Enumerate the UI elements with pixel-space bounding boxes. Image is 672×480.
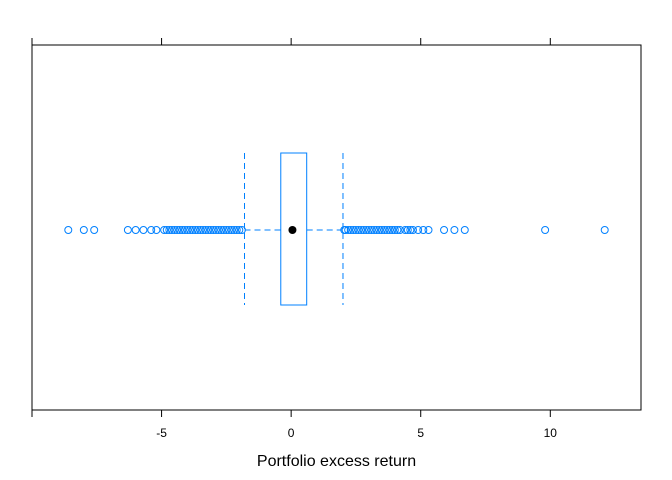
- outlier-point: [64, 226, 73, 234]
- x-axis-title: Portfolio excess return: [257, 453, 416, 470]
- outlier-point: [204, 226, 213, 234]
- outlier-point: [362, 226, 371, 234]
- box-group: [244, 152, 344, 306]
- outlier-point: [209, 226, 218, 234]
- median-dot: [288, 226, 297, 234]
- outlier-points: [64, 226, 609, 234]
- outlier-point: [214, 226, 223, 234]
- x-tick-label: 10: [544, 426, 558, 440]
- outlier-point: [183, 226, 192, 234]
- outlier-point: [351, 226, 360, 234]
- outlier-point: [419, 226, 428, 234]
- outlier-point: [232, 226, 241, 234]
- outlier-point: [388, 226, 397, 234]
- outlier-point: [380, 226, 389, 234]
- outlier-point: [199, 226, 208, 234]
- outlier-point: [180, 226, 189, 234]
- outlier-point: [359, 226, 368, 234]
- outlier-point: [167, 226, 176, 234]
- outlier-point: [346, 226, 355, 234]
- outlier-point: [175, 226, 184, 234]
- outlier-point: [131, 226, 140, 234]
- outlier-point: [367, 226, 376, 234]
- outlier-point: [230, 226, 239, 234]
- outlier-point: [170, 226, 179, 234]
- outlier-point: [237, 226, 246, 234]
- outlier-point: [401, 226, 410, 234]
- outlier-point: [188, 226, 197, 234]
- outlier-point: [390, 226, 399, 234]
- outlier-point: [460, 226, 469, 234]
- outlier-point: [393, 226, 402, 234]
- outlier-point: [123, 226, 132, 234]
- outlier-point: [383, 226, 392, 234]
- outlier-point: [217, 226, 226, 234]
- outlier-point: [173, 226, 182, 234]
- outlier-point: [414, 226, 423, 234]
- outlier-point: [440, 226, 449, 234]
- outlier-point: [206, 226, 215, 234]
- outlier-point: [152, 226, 161, 234]
- outlier-point: [375, 226, 384, 234]
- outlier-point: [349, 226, 358, 234]
- x-tick-label: 5: [417, 426, 424, 440]
- outlier-point: [224, 226, 233, 234]
- outlier-point: [193, 226, 202, 234]
- outlier-point: [186, 226, 195, 234]
- outlier-point: [364, 226, 373, 234]
- outlier-point: [406, 226, 415, 234]
- outlier-point: [450, 226, 459, 234]
- outlier-point: [191, 226, 200, 234]
- outlier-point: [139, 226, 148, 234]
- outlier-point: [165, 226, 174, 234]
- outlier-point: [424, 226, 433, 234]
- outlier-point: [341, 226, 350, 234]
- outlier-point: [201, 226, 210, 234]
- outlier-point: [222, 226, 231, 234]
- outlier-point: [196, 226, 205, 234]
- outlier-point: [370, 226, 379, 234]
- plot-frame: [31, 44, 642, 411]
- iqr-box: [280, 152, 308, 306]
- outlier-point: [178, 226, 187, 234]
- x-tick-label: 0: [288, 426, 295, 440]
- outlier-point: [79, 226, 88, 234]
- outlier-point: [377, 226, 386, 234]
- outlier-point: [541, 226, 550, 234]
- outlier-point: [235, 226, 244, 234]
- outlier-point: [227, 226, 236, 234]
- top-axis-ticks: [31, 38, 551, 45]
- x-tick-labels: -5 0 5 10: [156, 426, 557, 440]
- outlier-point: [395, 226, 404, 234]
- bottom-axis-ticks: [31, 410, 551, 417]
- outlier-point: [344, 226, 353, 234]
- outlier-point: [90, 226, 99, 234]
- x-tick-label: -5: [156, 426, 167, 440]
- outlier-point: [357, 226, 366, 234]
- outlier-point: [403, 226, 412, 234]
- outlier-point: [385, 226, 394, 234]
- outlier-point: [211, 226, 220, 234]
- outlier-point: [600, 226, 609, 234]
- outlier-point: [162, 226, 171, 234]
- outlier-point: [354, 226, 363, 234]
- outlier-point: [219, 226, 228, 234]
- outlier-point: [372, 226, 381, 234]
- outlier-point: [408, 226, 417, 234]
- outlier-point: [160, 226, 169, 234]
- outlier-point: [147, 226, 156, 234]
